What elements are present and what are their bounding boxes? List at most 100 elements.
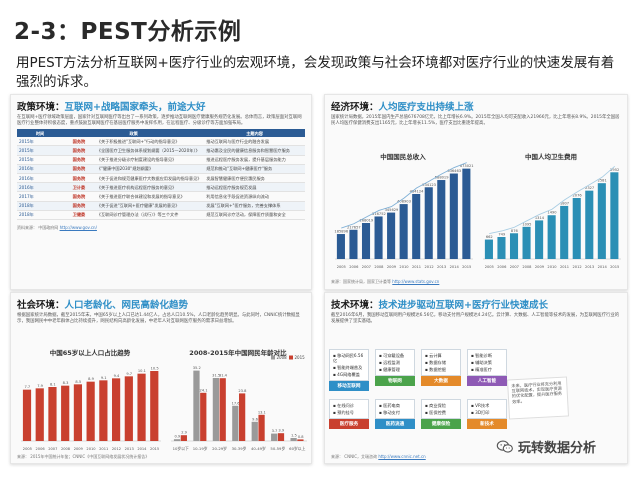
x-tick-label: 2010: [399, 265, 409, 269]
policy-heading-highlight: 互联网+战略国家牵头，前途大好: [64, 102, 206, 113]
x-tick-label: 20-29岁: [212, 446, 227, 451]
tech-tag: 医疗服务: [329, 419, 369, 429]
tech-item: ▪ 数据存储: [425, 360, 446, 365]
bar: [73, 384, 83, 441]
bar: [572, 198, 581, 259]
bar: [387, 212, 396, 259]
data-label: 1490: [547, 211, 557, 215]
tech-heading-prefix: 技术环境：: [331, 300, 379, 311]
tech-source-text: CNNIC，艾瑞咨询: [344, 454, 378, 459]
tech-body: 截至2016年6月，我国移动互联网用户规模达6.56亿，移动支付用户规模达4.2…: [331, 313, 620, 324]
table-cell-content: 推进远程医疗服务发展，提升基层服务能力: [204, 155, 305, 165]
economy-body: 国家统计局数据，2015年国内生产总值676708亿元，比上年增长6.9%。20…: [331, 115, 620, 126]
tech-item: ▪ 远程监测: [379, 360, 400, 365]
tech-item: ▪ 移动网民6.56亿: [333, 353, 364, 363]
data-label: 217657: [347, 225, 361, 229]
tech-box-items: ▪ 移动网民6.56亿 ▪ 智能终端普及 ▪ 4G网络覆盖: [329, 349, 369, 381]
tech-box-items: ▪ VR技术 ▪ 3D打印: [467, 399, 507, 419]
data-label: 2581: [598, 179, 607, 183]
tech-panel: 技术环境：技术进步驱动互联网+医疗行业快速成长 截至2016年6月，我国移动互联…: [324, 292, 628, 464]
chart-netizen-age: 2008-2015年中国网民年龄对比 0.9 35.2 31.5 17.6 9.6 3.7 1…: [171, 348, 307, 451]
table-cell-cat: 国务院: [63, 145, 95, 156]
x-tick-label: 2014: [137, 447, 147, 451]
x-tick-label: 2014: [450, 265, 460, 269]
x-tick-label: 2011: [560, 265, 569, 269]
policy-body: 在互联网+医疗领域政策层面，国家针对互联网医疗等出台了一系列政策，逐步推动互联网…: [17, 115, 302, 126]
table-cell-cat: 国务院: [63, 173, 95, 184]
x-tick-label: 2013: [125, 447, 134, 451]
table-cell-content: 发展智慧健康医疗便民惠民服务: [204, 173, 305, 184]
policy-source-text: 中国政府网: [38, 224, 59, 230]
x-tick-label: 2011: [412, 265, 421, 269]
note-card: 未来，医疗行业将充分利用互联网技术，实现医疗资源的优化配置，提升医疗服务效率。: [506, 376, 570, 420]
table-cell-content: 规范互联网诊疗活动，保障医疗质量和安全: [204, 210, 305, 220]
bar: [86, 381, 95, 441]
tech-item: ▪ 智能诊断: [471, 353, 492, 358]
policy-panel: 政策环境：互联网+战略国家牵头，前途大好 在互联网+医疗领域政策层面，国家针对互…: [10, 94, 312, 290]
data-label: 8.9: [88, 377, 94, 381]
table-row: 2017年 国务院 《关于推进医疗联合体建设和发展的指导意见》 利用信息化手段促进资源…: [17, 191, 305, 202]
data-label: 1807: [560, 201, 569, 205]
data-label: 185896: [334, 230, 348, 234]
society-body: 根据国家统计局数据，截至2015年末，中国65岁以上人口已达1.44亿人，占总人…: [17, 313, 300, 324]
data-label: 876: [511, 229, 519, 233]
data-label: 31.5: [212, 374, 220, 378]
policy-table: 时间 政策 主题内容 2015年 国务院 《关于积极推进"互联网+"行动的指导意见》…: [17, 129, 305, 220]
table-cell-year: 2016年: [17, 164, 64, 174]
policy-source-link[interactable]: http://www.gov.cn/: [59, 224, 97, 230]
data-label: 8.3: [63, 381, 69, 385]
economy-panel: 经济环境：人均医疗支出持续上涨 国家统计局数据，2015年国内生产总值67670…: [324, 94, 628, 290]
economy-source-link[interactable]: http://www.stats.gov.cn: [392, 279, 440, 284]
trend-line: [489, 165, 616, 234]
x-tick-label: 2014: [598, 265, 608, 269]
x-tick-label: 2007: [510, 265, 519, 269]
table-cell-policy: 《关于推进分级诊疗制度建设的指导意见》: [94, 155, 205, 165]
tech-source-link[interactable]: http://www.cnnic.net.cn: [378, 454, 426, 459]
policy-heading-prefix: 政策环境：: [17, 102, 65, 113]
bar: [535, 220, 544, 259]
table-cell-cat: 卫计委: [63, 182, 95, 193]
society-heading: 社会环境：人口老龄化、网民高龄化趋势: [11, 293, 311, 313]
table-cell-cat: 国务院: [63, 164, 95, 174]
table-cell-year: 2018年: [17, 201, 64, 211]
tech-item: ▪ 数据挖掘: [425, 367, 446, 372]
tech-box-items: ▪ 智能诊断 ▪ 辅助决策 ▪ 精准医疗: [467, 349, 507, 376]
tech-tag: 物联网: [375, 376, 415, 386]
bar: [336, 234, 345, 259]
x-tick-label: 2007: [48, 447, 57, 451]
bar: [290, 438, 297, 441]
data-label: 2076: [573, 194, 583, 198]
data-label: 8.1: [50, 383, 56, 387]
x-tick-label: 2006: [36, 447, 46, 451]
tech-tag: 移动互联网: [329, 381, 369, 391]
tech-box-items: ▪ 可穿戴设备 ▪ 远程监测 ▪ 健康管理: [375, 349, 415, 376]
x-tick-label: 2008: [374, 265, 384, 269]
bar: [462, 168, 471, 259]
table-row: 2015年 国务院 《全国医疗卫生服务体系规划纲要（2015—2020年）》 推动惠及…: [17, 145, 305, 156]
society-heading-highlight: 人口老龄化、网民高龄化趋势: [64, 300, 189, 311]
bar: [497, 236, 506, 259]
table-cell-year: 2018年: [17, 210, 64, 220]
tech-box-items: ▪ 在线问诊 ▪ 预约挂号: [329, 399, 369, 419]
tech-source-label: 来源：: [331, 454, 343, 459]
data-label: 534123: [422, 183, 436, 187]
bar: [412, 193, 421, 259]
tech-box: ▪ 云计算 ▪ 数据存储 ▪ 数据挖掘 大数据: [421, 349, 461, 386]
economy-heading-highlight: 人均医疗支出持续上涨: [378, 102, 474, 113]
tech-tag: 大数据: [421, 376, 461, 386]
tech-item: ▪ 辅助决策: [471, 360, 492, 365]
bar: [99, 380, 108, 441]
tech-source: 来源： CNNIC，艾瑞咨询 http://www.cnnic.net.cn: [325, 452, 432, 462]
x-tick-label: 2010: [547, 265, 557, 269]
data-label: 1314: [535, 216, 545, 220]
data-label: 749: [498, 232, 506, 236]
tech-box: ▪ 商业保险 ▪ 医保控费 健康保险: [421, 399, 461, 429]
data-label: 7.9: [37, 384, 43, 388]
data-label: 31.4: [219, 374, 228, 378]
table-cell-cat: 卫健委: [63, 210, 95, 220]
bar: [193, 370, 200, 441]
header-year: 时间: [17, 129, 64, 138]
tech-item: ▪ 3D打印: [471, 410, 490, 415]
x-tick-label: 2008: [522, 265, 532, 269]
